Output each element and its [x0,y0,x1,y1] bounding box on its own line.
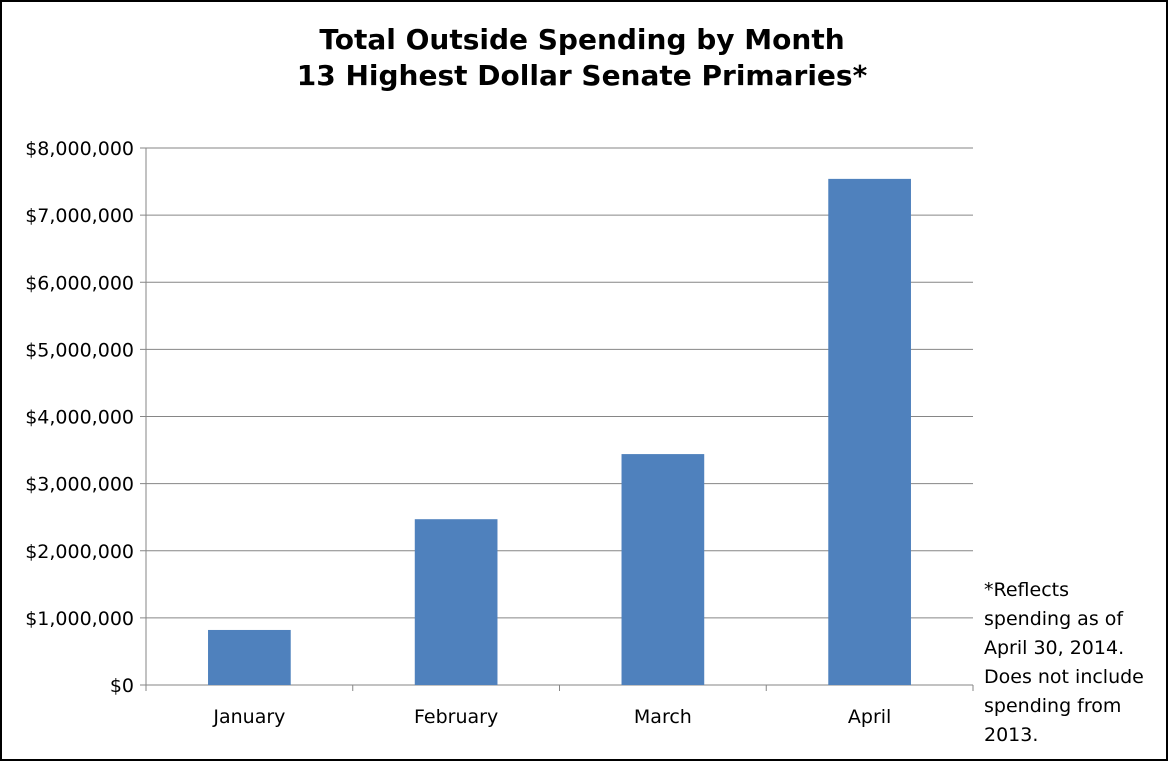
y-tick-label: $1,000,000 [25,608,134,630]
x-tick-label: February [414,706,498,728]
footnote-line: spending as of [984,608,1124,630]
chart-title-block: Total Outside Spending by Month 13 Highe… [0,22,1164,94]
x-tick-label: January [212,706,285,728]
footnote-line: spending from [984,695,1122,717]
bar-march [621,454,705,685]
bar-january [208,629,291,685]
y-tick-label: $7,000,000 [25,205,134,227]
footnote-line: Does not include [984,666,1144,688]
y-tick-label: $8,000,000 [25,138,134,160]
y-tick-label: $2,000,000 [25,541,134,563]
footnote-line: *Reflects [984,579,1069,601]
y-tick-label: $5,000,000 [25,339,134,361]
y-tick-label: $0 [110,675,134,697]
x-tick-label: March [634,706,692,728]
y-tick-label: $3,000,000 [25,474,134,496]
chart-title: Total Outside Spending by Month [319,23,845,56]
bar-february [414,519,498,685]
x-tick-label: April [848,706,891,728]
footnote-line: April 30, 2014. [984,637,1125,659]
footnote: *Reflects spending as of April 30, 2014. Do… [984,576,1160,750]
chart-subtitle: 13 Highest Dollar Senate Primaries* [296,59,868,92]
y-tick-label: $6,000,000 [25,272,134,294]
y-tick-label: $4,000,000 [25,407,134,429]
bar-april [828,178,911,685]
footnote-line: 2013. [984,724,1039,746]
